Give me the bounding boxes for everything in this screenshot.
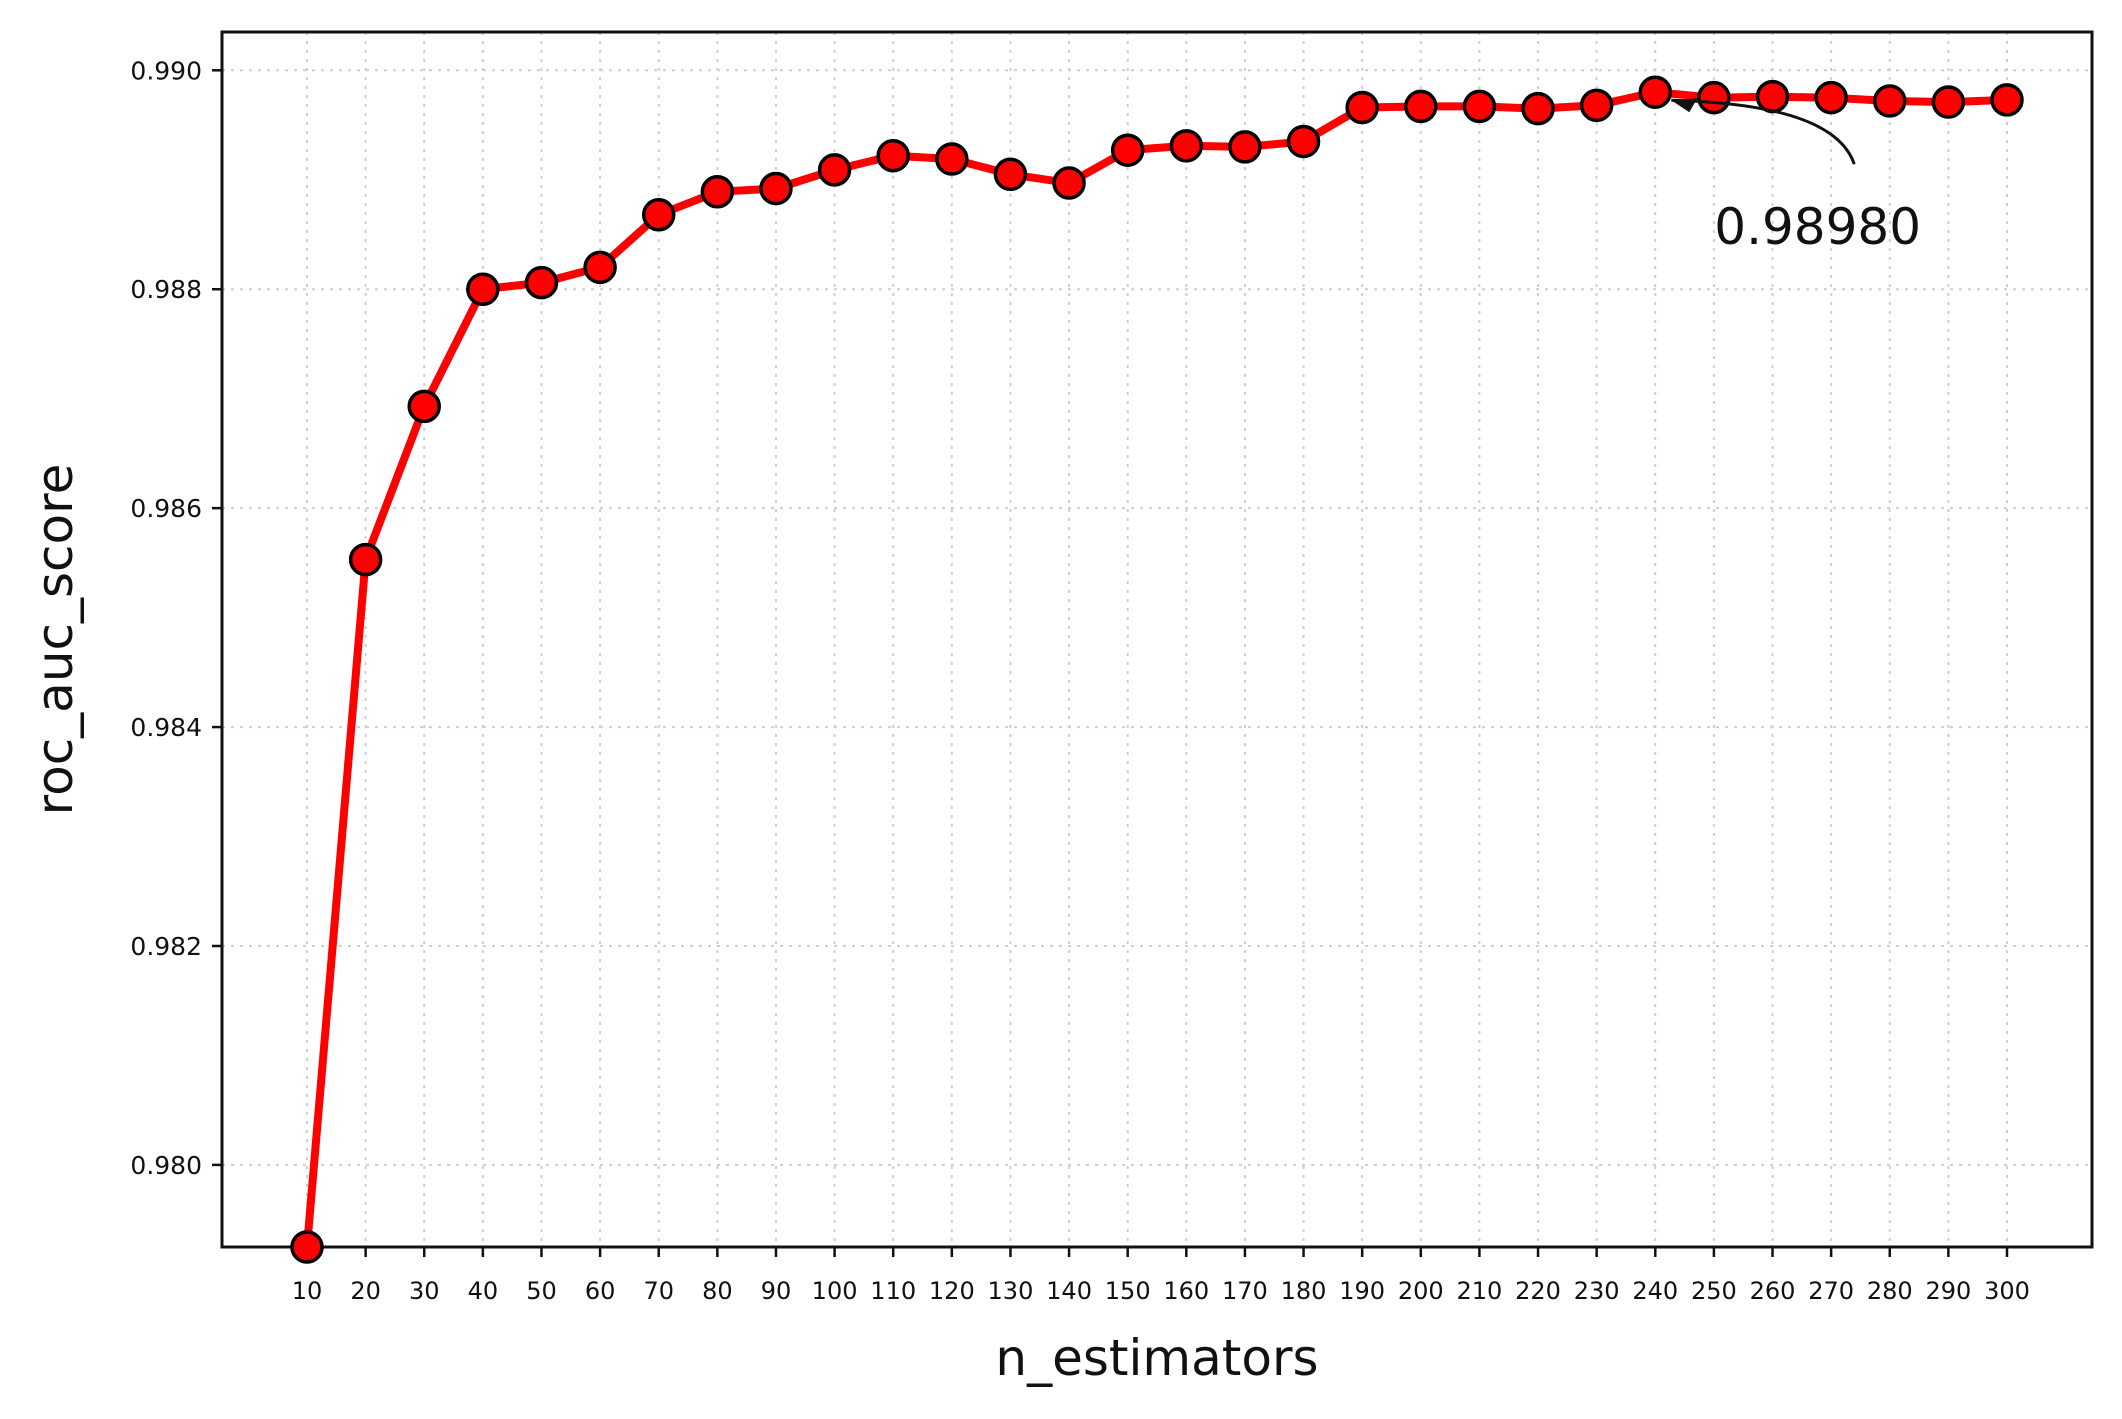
x-tick-label: 230 bbox=[1574, 1277, 1620, 1305]
x-tick-label: 50 bbox=[526, 1277, 557, 1305]
x-tick-label: 10 bbox=[292, 1277, 323, 1305]
data-point bbox=[876, 138, 910, 173]
y-tick-label: 0.984 bbox=[130, 713, 202, 742]
data-point bbox=[466, 272, 500, 306]
series-layer bbox=[290, 75, 2024, 1264]
y-tick-label: 0.986 bbox=[130, 494, 202, 523]
data-point bbox=[759, 171, 793, 206]
data-point bbox=[1462, 89, 1497, 124]
x-tick-label: 20 bbox=[350, 1277, 381, 1305]
data-point bbox=[1931, 85, 1966, 119]
x-tick-label: 240 bbox=[1632, 1277, 1678, 1305]
annotation-layer: 0.98980 bbox=[1671, 98, 1921, 256]
data-point bbox=[1638, 75, 1673, 109]
x-tick-label: 140 bbox=[1046, 1277, 1092, 1305]
data-point bbox=[1286, 124, 1321, 159]
x-tick-label: 170 bbox=[1222, 1277, 1268, 1305]
data-point bbox=[583, 250, 617, 285]
y-axis-ticks: 0.980 0.982 0.984 0.986 0.988 0.990 bbox=[130, 56, 222, 1180]
x-tick-label: 30 bbox=[409, 1277, 440, 1305]
x-tick-label: 220 bbox=[1515, 1277, 1561, 1305]
annotation-label: 0.98980 bbox=[1714, 198, 1921, 256]
data-point bbox=[407, 389, 441, 424]
x-tick-label: 210 bbox=[1457, 1277, 1503, 1305]
x-tick-label: 200 bbox=[1398, 1277, 1444, 1305]
x-tick-label: 270 bbox=[1808, 1277, 1854, 1305]
data-point bbox=[1814, 80, 1848, 115]
y-tick-label: 0.982 bbox=[130, 932, 202, 961]
x-tick-label: 100 bbox=[812, 1277, 858, 1305]
grid-lines bbox=[222, 32, 2092, 1247]
data-point bbox=[348, 542, 383, 577]
x-axis-title: n_estimators bbox=[995, 1329, 1318, 1387]
data-point bbox=[1873, 84, 1907, 118]
x-tick-label: 70 bbox=[643, 1277, 674, 1305]
data-point bbox=[1345, 90, 1379, 125]
annotation-arrow bbox=[1671, 98, 1856, 165]
annotation-arrowhead bbox=[1671, 98, 1698, 113]
data-point bbox=[290, 1230, 324, 1264]
x-tick-label: 190 bbox=[1339, 1277, 1385, 1305]
y-tick-label: 0.988 bbox=[130, 275, 202, 304]
data-point bbox=[1228, 130, 1262, 164]
x-tick-label: 120 bbox=[929, 1277, 975, 1305]
x-tick-label: 80 bbox=[702, 1277, 733, 1305]
x-axis-ticks: 10 20 30 40 50 60 70 80 90 100 110 120 130 140 150 160 1… bbox=[292, 1247, 2030, 1305]
y-tick-label: 0.980 bbox=[130, 1151, 202, 1180]
data-point bbox=[1521, 91, 1555, 126]
x-tick-label: 90 bbox=[761, 1277, 792, 1305]
data-point bbox=[1110, 133, 1145, 167]
data-point bbox=[1052, 166, 1086, 200]
data-point bbox=[700, 175, 735, 209]
data-point bbox=[1579, 88, 1614, 123]
data-point bbox=[1990, 83, 2024, 117]
y-axis-title: roc_auc_score bbox=[26, 464, 84, 816]
y-tick-label: 0.990 bbox=[130, 56, 202, 85]
data-point bbox=[1169, 129, 1204, 163]
data-point bbox=[524, 265, 559, 300]
data-point bbox=[1697, 80, 1731, 115]
data-point bbox=[1755, 79, 1790, 114]
x-tick-label: 130 bbox=[988, 1277, 1034, 1305]
data-point bbox=[641, 198, 676, 232]
plot-frame bbox=[220, 30, 2094, 1249]
x-tick-label: 160 bbox=[1163, 1277, 1209, 1305]
x-tick-label: 250 bbox=[1691, 1277, 1737, 1305]
data-point bbox=[1404, 89, 1438, 124]
data-point bbox=[817, 153, 852, 187]
x-tick-label: 280 bbox=[1867, 1277, 1913, 1305]
x-tick-label: 290 bbox=[1925, 1277, 1971, 1305]
x-tick-label: 60 bbox=[585, 1277, 616, 1305]
x-tick-label: 260 bbox=[1750, 1277, 1796, 1305]
x-tick-label: 150 bbox=[1105, 1277, 1151, 1305]
data-point bbox=[993, 157, 1028, 192]
data-point bbox=[935, 142, 969, 176]
x-tick-label: 40 bbox=[468, 1277, 499, 1305]
x-tick-label: 300 bbox=[1984, 1277, 2030, 1305]
x-tick-label: 110 bbox=[870, 1277, 916, 1305]
x-tick-label: 180 bbox=[1281, 1277, 1327, 1305]
